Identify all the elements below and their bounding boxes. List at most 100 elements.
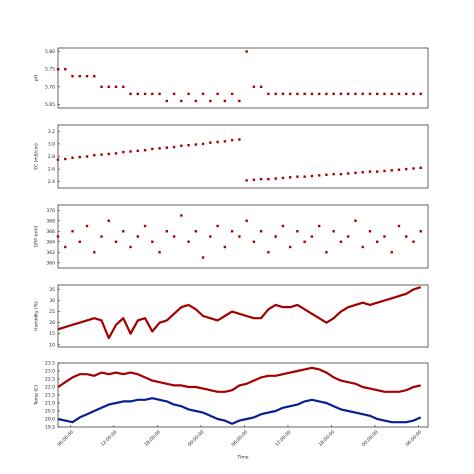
data-point — [332, 172, 335, 176]
y-tick-label: 5.80 — [45, 49, 55, 55]
data-point — [129, 92, 132, 96]
data-point — [107, 85, 110, 89]
data-point — [100, 153, 103, 156]
data-point — [354, 92, 357, 96]
x-tick-label: 00:00:00 — [361, 429, 380, 448]
data-point — [71, 156, 74, 159]
y-axis-label: EC (mS/cm) — [34, 143, 40, 170]
data-point — [405, 235, 408, 238]
data-point — [165, 146, 169, 149]
y-tick-label: 362 — [46, 250, 55, 256]
data-point — [71, 230, 74, 233]
data-point — [209, 99, 212, 103]
data-point — [252, 85, 256, 89]
data-point — [317, 224, 321, 228]
data-point — [281, 224, 285, 228]
data-point — [245, 179, 248, 182]
data-point — [129, 150, 132, 153]
data-point — [288, 245, 292, 249]
data-point — [383, 169, 386, 173]
data-point — [209, 235, 212, 238]
data-point — [325, 92, 328, 96]
x-tick-label: 18:00:00 — [143, 429, 162, 448]
data-point — [85, 224, 89, 228]
data-point — [187, 143, 190, 147]
data-point — [368, 170, 372, 173]
data-point — [245, 219, 248, 222]
data-point — [303, 92, 306, 96]
data-point — [93, 154, 96, 157]
data-point — [158, 147, 161, 150]
data-point — [143, 149, 147, 152]
data-point — [216, 140, 219, 144]
data-point — [216, 92, 219, 96]
y-tick-label: 22.0 — [45, 385, 55, 391]
data-point — [223, 99, 227, 103]
y-tick-label: 2.8 — [48, 154, 55, 160]
data-point — [296, 175, 299, 178]
y-tick-label: 23.5 — [45, 361, 55, 367]
data-point — [194, 230, 198, 233]
y-tick-label: 360 — [46, 260, 55, 266]
data-point — [93, 251, 96, 254]
data-point — [259, 177, 263, 181]
data-point — [78, 155, 81, 159]
y-tick-label: 10 — [49, 342, 55, 348]
y-tick-label: 370 — [46, 208, 55, 214]
data-point — [114, 240, 118, 243]
data-point — [114, 152, 118, 155]
data-point — [303, 240, 306, 243]
plot-frame — [57, 124, 429, 189]
data-point — [281, 92, 285, 96]
y-tick-label: 21.5 — [45, 393, 55, 399]
data-point — [64, 67, 67, 71]
data-point — [346, 235, 350, 238]
y-tick-label: 30 — [49, 298, 55, 304]
data-point — [303, 175, 306, 178]
data-point — [165, 99, 169, 103]
data-point — [93, 75, 96, 78]
data-point — [223, 245, 227, 249]
data-point — [230, 230, 234, 233]
data-point — [238, 138, 241, 141]
data-point — [288, 176, 292, 179]
data-point — [230, 138, 234, 142]
data-point — [383, 235, 386, 238]
data-point — [390, 92, 393, 96]
y-tick-label: 2.6 — [48, 167, 55, 173]
data-point — [332, 230, 335, 233]
data-point — [412, 92, 415, 96]
data-point — [339, 172, 343, 176]
x-tick-label: 12:00:00 — [100, 429, 119, 448]
data-point — [201, 142, 205, 146]
data-point — [209, 141, 212, 144]
data-point — [274, 235, 277, 238]
data-point — [238, 235, 241, 238]
data-point — [296, 92, 299, 96]
data-point — [317, 174, 321, 177]
data-point — [317, 92, 321, 96]
y-tick-label: 366 — [46, 229, 55, 235]
y-tick-label: 35 — [49, 287, 55, 293]
y-axis-label: Temp (C) — [34, 385, 40, 406]
data-point — [361, 171, 364, 174]
data-point — [172, 145, 176, 149]
data-point — [172, 235, 176, 238]
x-tick-label: 06:00:00 — [405, 429, 424, 448]
data-point — [187, 92, 190, 96]
y-tick-label: 3.0 — [48, 141, 55, 147]
data-point — [267, 177, 270, 181]
data-point — [354, 219, 357, 222]
y-tick-label: 368 — [46, 218, 55, 224]
data-point — [397, 92, 401, 96]
data-point — [376, 240, 379, 243]
data-point — [122, 85, 125, 89]
y-tick-label: 19.5 — [45, 425, 55, 431]
data-point — [376, 92, 379, 96]
data-line — [57, 286, 422, 340]
data-point — [136, 235, 140, 238]
data-point — [136, 149, 140, 153]
data-point — [245, 50, 248, 53]
data-line — [57, 366, 421, 393]
data-point — [368, 230, 372, 233]
